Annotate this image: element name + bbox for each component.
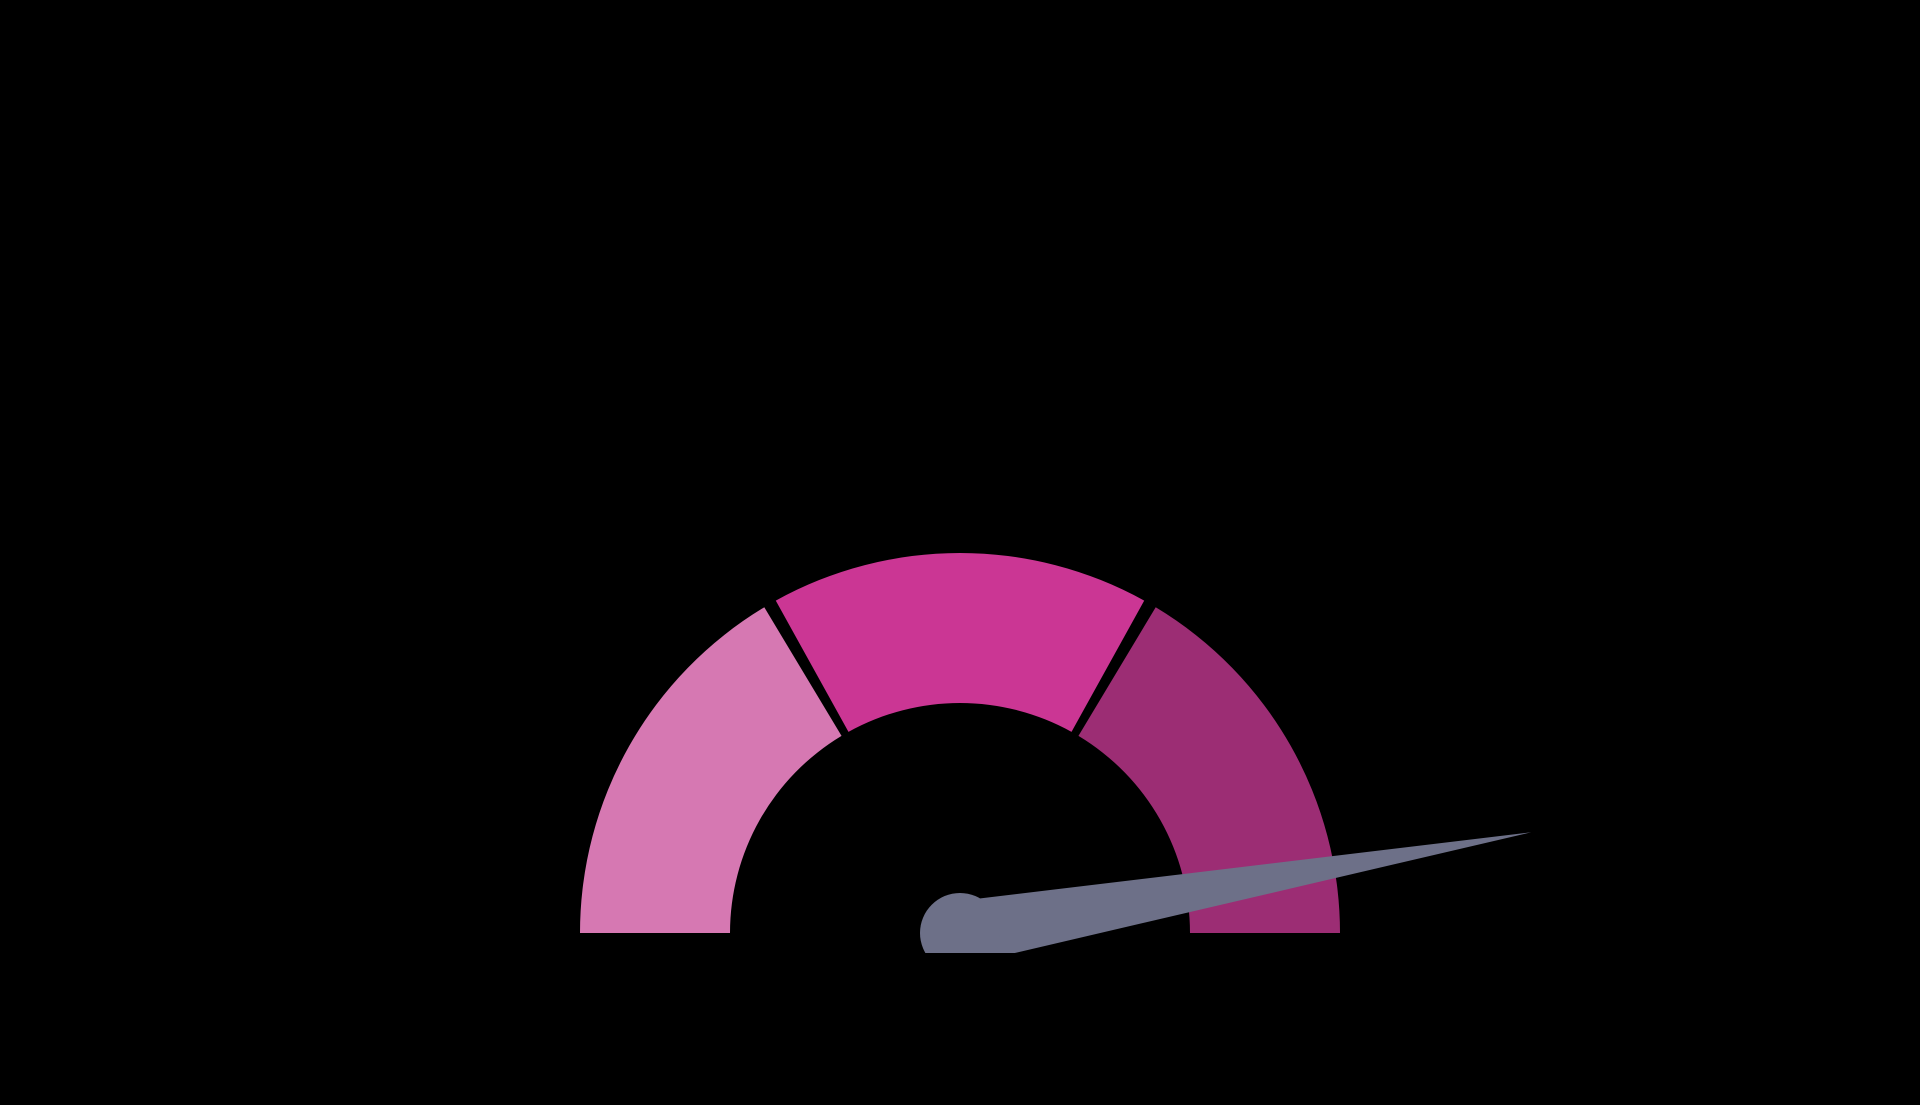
- gauge-segment-0: [580, 607, 842, 933]
- gauge-segment-1: [776, 553, 1144, 732]
- gauge-svg: [210, 153, 1710, 953]
- gauge-chart: [210, 153, 1710, 953]
